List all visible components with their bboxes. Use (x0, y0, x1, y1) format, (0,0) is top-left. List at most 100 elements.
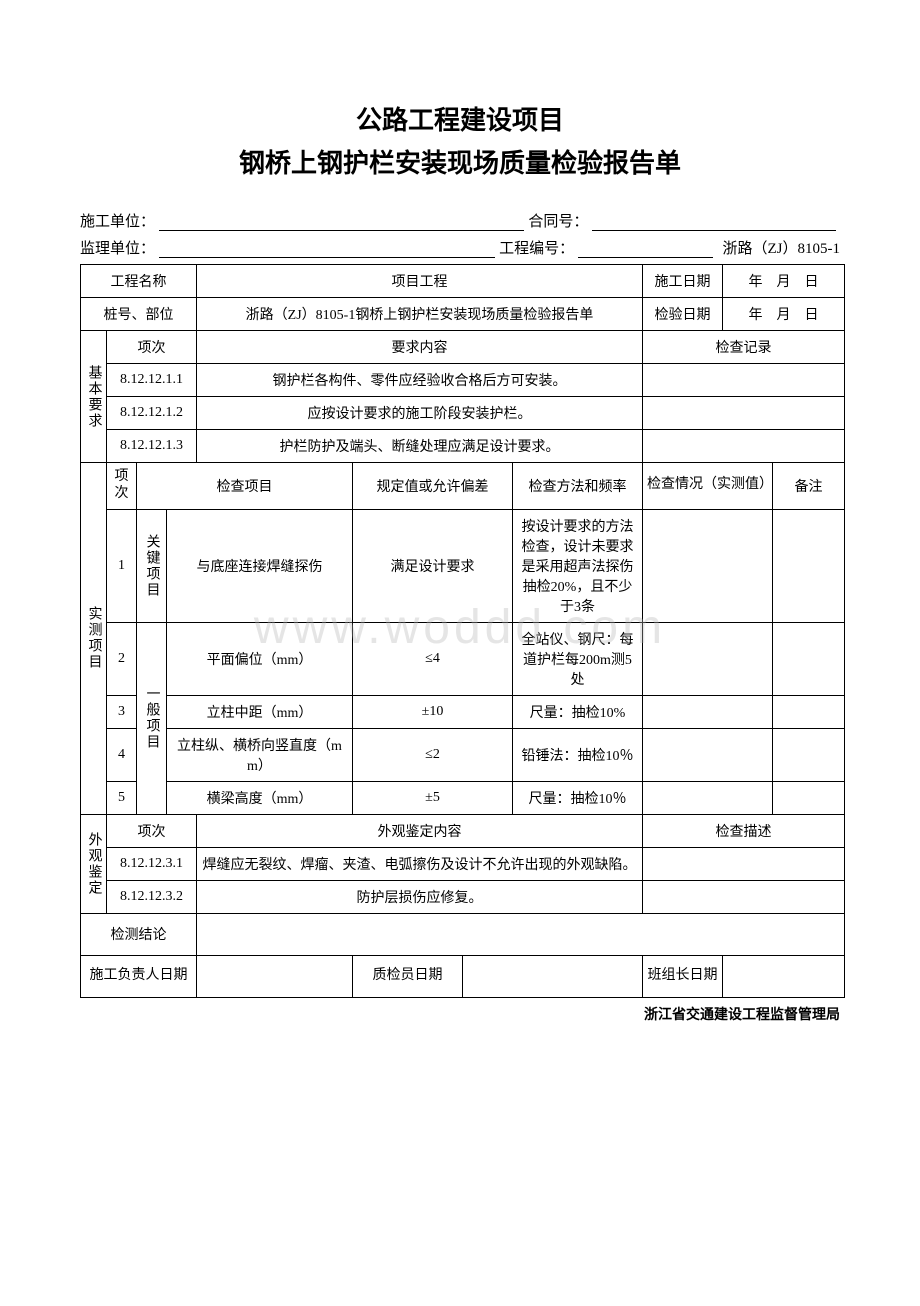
basic-no-1: 8.12.12.1.1 (107, 364, 197, 397)
sign-construct-leader: 施工负责人日期 (81, 955, 197, 997)
measure-row-1: 1 关键项目 与底座连接焊缝探伤 满足设计要求 按设计要求的方法检查，设计未要求… (81, 509, 845, 622)
basic-header: 基本要求 项次 要求内容 检查记录 (81, 331, 845, 364)
sign-team-leader: 班组长日期 (643, 955, 723, 997)
measure-item-4: 立柱纵、横桥向竖直度（mm） (167, 728, 353, 781)
basic-content-3: 护栏防护及端头、断缝处理应满足设计要求。 (197, 430, 643, 463)
basic-row-2: 8.12.12.1.2 应按设计要求的施工阶段安装护栏。 (81, 397, 845, 430)
appearance-content-2: 防护层损伤应修复。 (197, 880, 643, 913)
appearance-section-label: 外观鉴定 (81, 814, 107, 913)
measure-spec-1: 满足设计要求 (353, 509, 513, 622)
measure-row-5: 5 横梁高度（mm） ±5 尺量：抽检10％ (81, 781, 845, 814)
contract-no-label: 合同号： (528, 210, 588, 231)
measure-spec-3: ±10 (353, 695, 513, 728)
appearance-row-2: 8.12.12.3.2 防护层损伤应修复。 (81, 880, 845, 913)
measure-method-4: 铅锤法：抽检10％ (513, 728, 643, 781)
basic-content-2: 应按设计要求的施工阶段安装护栏。 (197, 397, 643, 430)
inspect-date-value: 年 月 日 (723, 298, 845, 331)
measure-method-2: 全站仪、钢尺：每道护栏每200m测5处 (513, 622, 643, 695)
appearance-header: 外观鉴定 项次 外观鉴定内容 检查描述 (81, 814, 845, 847)
measure-spec-2: ≤4 (353, 622, 513, 695)
measure-spec-label: 规定值或允许偏差 (353, 463, 513, 510)
basic-record-2 (643, 397, 845, 430)
appearance-content-1: 焊缝应无裂纹、焊瘤、夹渣、电弧擦伤及设计不允许出现的外观缺陷。 (197, 847, 643, 880)
title-block: 公路工程建设项目 钢桥上钢护栏安装现场质量检验报告单 (80, 100, 840, 180)
measure-section-label: 实测项目 (81, 463, 107, 815)
measure-spec-5: ±5 (353, 781, 513, 814)
construct-unit-value (159, 211, 524, 231)
title-line-1: 公路工程建设项目 (80, 100, 840, 137)
measure-result-label: 检查情况（实测值） (643, 463, 773, 510)
basic-row-1: 8.12.12.1.1 钢护栏各构件、零件应经验收合格后方可安装。 (81, 364, 845, 397)
measure-method-3: 尺量：抽检10% (513, 695, 643, 728)
contract-no-value (592, 211, 836, 231)
conclusion-row: 检测结论 (81, 913, 845, 955)
basic-content-1: 钢护栏各构件、零件应经验收合格后方可安装。 (197, 364, 643, 397)
measure-result-5 (643, 781, 773, 814)
conclusion-label: 检测结论 (81, 913, 197, 955)
general-label: 一般项目 (137, 622, 167, 814)
measure-item-label: 检查项目 (137, 463, 353, 510)
measure-method-1: 按设计要求的方法检查，设计未要求是采用超声法探伤抽检20%，且不少于3条 (513, 509, 643, 622)
measure-row-3: 3 立柱中距（mm） ±10 尺量：抽检10% (81, 695, 845, 728)
measure-remark-4 (773, 728, 845, 781)
footer-note: 浙江省交通建设工程监督管理局 (80, 1004, 840, 1024)
basic-seq-label: 项次 (107, 331, 197, 364)
supervise-unit-value (159, 238, 495, 258)
measure-remark-2 (773, 622, 845, 695)
measure-method-5: 尺量：抽检10％ (513, 781, 643, 814)
conclusion-value (197, 913, 845, 955)
measure-remark-1 (773, 509, 845, 622)
main-table: 工程名称 项目工程 施工日期 年 月 日 桩号、部位 浙路（ZJ）8105-1钢… (80, 264, 845, 998)
basic-content-label: 要求内容 (197, 331, 643, 364)
measure-header: 实测项目 项次 检查项目 规定值或允许偏差 检查方法和频率 检查情况（实测值） … (81, 463, 845, 510)
measure-item-5: 横梁高度（mm） (167, 781, 353, 814)
doc-code: 浙路（ZJ）8105-1 (723, 237, 841, 258)
measure-row-2: 2 一般项目 平面偏位（mm） ≤4 全站仪、钢尺：每道护栏每200m测5处 (81, 622, 845, 695)
measure-remark-5 (773, 781, 845, 814)
meta-row-2: 监理单位： 工程编号： 浙路（ZJ）8105-1 (80, 237, 840, 258)
basic-no-3: 8.12.12.1.3 (107, 430, 197, 463)
measure-item-1: 与底座连接焊缝探伤 (167, 509, 353, 622)
basic-record-1 (643, 364, 845, 397)
measure-remark-label: 备注 (773, 463, 845, 510)
measure-no-5: 5 (107, 781, 137, 814)
project-name-value: 项目工程 (197, 265, 643, 298)
appearance-no-1: 8.12.12.3.1 (107, 847, 197, 880)
appearance-desc-label: 检查描述 (643, 814, 845, 847)
measure-no-1: 1 (107, 509, 137, 622)
measure-item-3: 立柱中距（mm） (167, 695, 353, 728)
sign-inspector-value (463, 955, 643, 997)
basic-record-3 (643, 430, 845, 463)
basic-section-label: 基本要求 (81, 331, 107, 463)
measure-result-3 (643, 695, 773, 728)
measure-result-1 (643, 509, 773, 622)
sign-construct-value (197, 955, 353, 997)
sign-row: 施工负责人日期 质检员日期 班组长日期 (81, 955, 845, 997)
header-row-2: 桩号、部位 浙路（ZJ）8105-1钢桥上钢护栏安装现场质量检验报告单 检验日期… (81, 298, 845, 331)
appearance-row-1: 8.12.12.3.1 焊缝应无裂纹、焊瘤、夹渣、电弧擦伤及设计不允许出现的外观… (81, 847, 845, 880)
pile-label: 桩号、部位 (81, 298, 197, 331)
basic-no-2: 8.12.12.1.2 (107, 397, 197, 430)
measure-method-label: 检查方法和频率 (513, 463, 643, 510)
measure-result-4 (643, 728, 773, 781)
project-no-value (578, 238, 712, 258)
inspect-date-label: 检验日期 (643, 298, 723, 331)
appearance-desc-1 (643, 847, 845, 880)
measure-no-2: 2 (107, 622, 137, 695)
basic-record-label: 检查记录 (643, 331, 845, 364)
key-label: 关键项目 (137, 509, 167, 622)
meta-row-1: 施工单位： 合同号： (80, 210, 840, 231)
appearance-content-label: 外观鉴定内容 (197, 814, 643, 847)
measure-result-2 (643, 622, 773, 695)
construct-unit-label: 施工单位： (80, 210, 155, 231)
measure-remark-3 (773, 695, 845, 728)
supervise-unit-label: 监理单位： (80, 237, 155, 258)
measure-no-3: 3 (107, 695, 137, 728)
sign-team-value (723, 955, 845, 997)
project-name-label: 工程名称 (81, 265, 197, 298)
sign-inspector: 质检员日期 (353, 955, 463, 997)
appearance-seq-label: 项次 (107, 814, 197, 847)
measure-spec-4: ≤2 (353, 728, 513, 781)
appearance-no-2: 8.12.12.3.2 (107, 880, 197, 913)
appearance-desc-2 (643, 880, 845, 913)
